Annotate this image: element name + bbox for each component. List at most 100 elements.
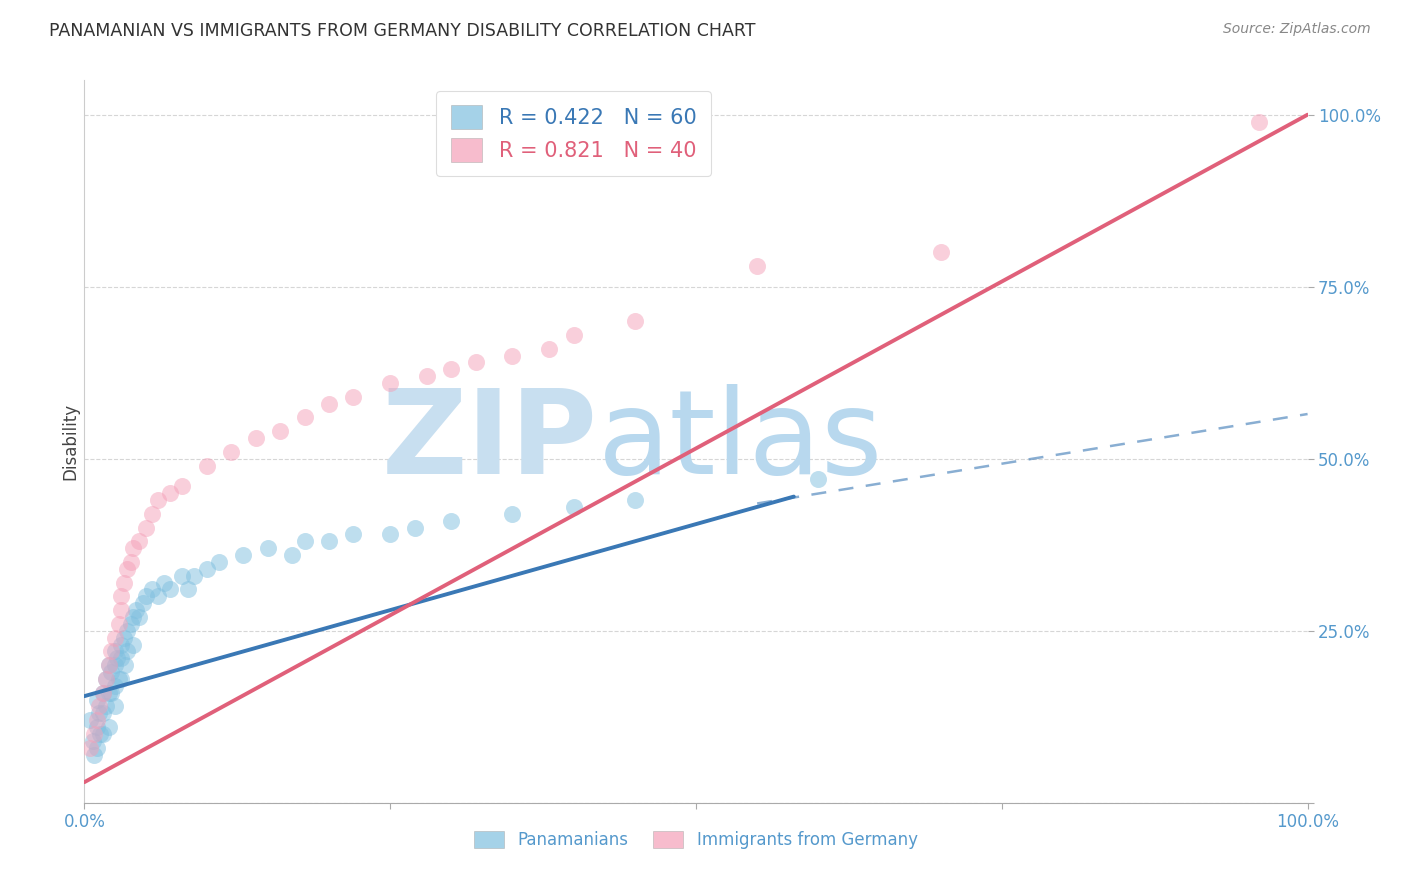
Point — [159, 582, 181, 597]
Point — [342, 390, 364, 404]
Point — [89, 727, 111, 741]
Point — [257, 541, 280, 556]
Point — [86, 720, 108, 734]
Point — [122, 541, 145, 556]
Point — [97, 720, 120, 734]
Point — [110, 603, 132, 617]
Point — [141, 582, 163, 597]
Point — [562, 500, 585, 514]
Point — [112, 631, 135, 645]
Point — [104, 644, 127, 658]
Point — [115, 624, 138, 638]
Point — [538, 342, 561, 356]
Point — [79, 713, 101, 727]
Point — [110, 590, 132, 604]
Point — [219, 445, 242, 459]
Point — [342, 527, 364, 541]
Point — [318, 534, 340, 549]
Point — [146, 590, 169, 604]
Point — [115, 644, 138, 658]
Point — [404, 520, 426, 534]
Point — [100, 686, 122, 700]
Point — [122, 638, 145, 652]
Point — [135, 590, 157, 604]
Point — [245, 431, 267, 445]
Point — [172, 568, 194, 582]
Point — [624, 493, 647, 508]
Point — [195, 458, 218, 473]
Point — [91, 686, 114, 700]
Point — [1247, 114, 1270, 128]
Text: atlas: atlas — [598, 384, 883, 499]
Point — [104, 631, 127, 645]
Point — [416, 369, 439, 384]
Point — [122, 610, 145, 624]
Point — [110, 651, 132, 665]
Point — [105, 651, 128, 665]
Point — [807, 472, 830, 486]
Point — [562, 327, 585, 342]
Point — [100, 644, 122, 658]
Point — [208, 555, 231, 569]
Point — [929, 245, 952, 260]
Point — [79, 740, 101, 755]
Legend: Panamanians, Immigrants from Germany: Panamanians, Immigrants from Germany — [464, 822, 928, 860]
Point — [110, 638, 132, 652]
Point — [177, 582, 200, 597]
Point — [86, 692, 108, 706]
Point — [91, 706, 114, 721]
Point — [115, 562, 138, 576]
Point — [104, 679, 127, 693]
Point — [87, 706, 110, 721]
Point — [318, 397, 340, 411]
Point — [120, 616, 142, 631]
Point — [747, 259, 769, 273]
Text: Source: ZipAtlas.com: Source: ZipAtlas.com — [1223, 22, 1371, 37]
Point — [269, 424, 291, 438]
Point — [104, 699, 127, 714]
Point — [440, 362, 463, 376]
Point — [107, 672, 129, 686]
Point — [440, 514, 463, 528]
Point — [281, 548, 304, 562]
Point — [112, 575, 135, 590]
Point — [502, 507, 524, 521]
Point — [132, 596, 155, 610]
Point — [624, 314, 647, 328]
Point — [107, 616, 129, 631]
Point — [83, 747, 105, 762]
Point — [110, 672, 132, 686]
Point — [172, 479, 194, 493]
Point — [96, 699, 118, 714]
Point — [97, 686, 120, 700]
Point — [183, 568, 205, 582]
Point — [135, 520, 157, 534]
Point — [502, 349, 524, 363]
Point — [83, 727, 105, 741]
Point — [464, 355, 486, 369]
Point — [232, 548, 254, 562]
Point — [159, 486, 181, 500]
Point — [91, 686, 114, 700]
Point — [195, 562, 218, 576]
Point — [153, 575, 176, 590]
Point — [294, 534, 316, 549]
Point — [86, 713, 108, 727]
Point — [380, 376, 402, 390]
Point — [125, 603, 148, 617]
Point — [104, 658, 127, 673]
Y-axis label: Disability: Disability — [62, 403, 80, 480]
Point — [128, 534, 150, 549]
Point — [87, 699, 110, 714]
Point — [146, 493, 169, 508]
Point — [114, 658, 136, 673]
Point — [86, 740, 108, 755]
Point — [380, 527, 402, 541]
Point — [141, 507, 163, 521]
Point — [97, 658, 120, 673]
Point — [294, 410, 316, 425]
Point — [97, 658, 120, 673]
Point — [96, 672, 118, 686]
Text: PANAMANIAN VS IMMIGRANTS FROM GERMANY DISABILITY CORRELATION CHART: PANAMANIAN VS IMMIGRANTS FROM GERMANY DI… — [49, 22, 755, 40]
Point — [96, 672, 118, 686]
